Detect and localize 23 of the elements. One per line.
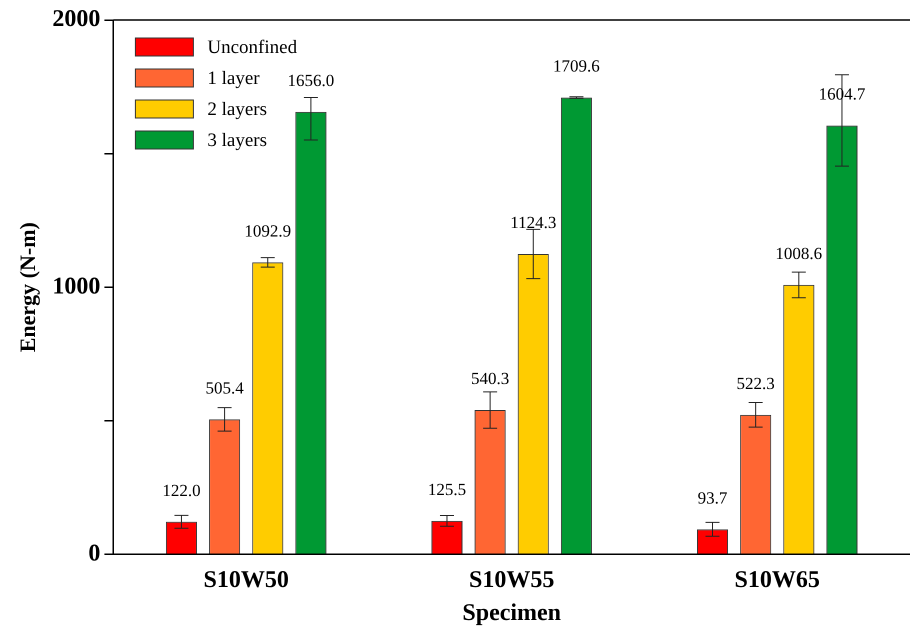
data-label: 1092.9 [244,221,292,240]
x-tick-label: S10W55 [469,567,554,594]
data-label: 505.4 [205,378,244,398]
data-label: 122.0 [162,480,201,500]
data-label: 540.3 [471,369,510,388]
y-tick-label: 0 [88,540,100,567]
data-label: 522.3 [736,374,775,393]
y-tick-label: 2000 [52,6,100,32]
x-axis-title: Specimen [462,600,562,626]
data-label: 1008.6 [775,244,822,263]
y-tick-label: 1000 [52,273,100,300]
legend-label: Unconfined [207,36,298,58]
x-tick-label: S10W50 [203,567,289,594]
legend-label: 3 layers [207,130,268,151]
legend-label: 1 layer [207,68,260,89]
legend-label: 2 layers [207,98,268,120]
y-axis-title: Energy (N-m) [14,222,40,352]
data-label: 1124.3 [510,212,556,232]
data-label: 93.7 [698,488,728,508]
data-label: 125.5 [428,480,466,499]
x-tick-label: S10W65 [734,567,820,594]
data-label: 1709.6 [553,56,600,76]
data-label: 1656.0 [288,70,334,90]
